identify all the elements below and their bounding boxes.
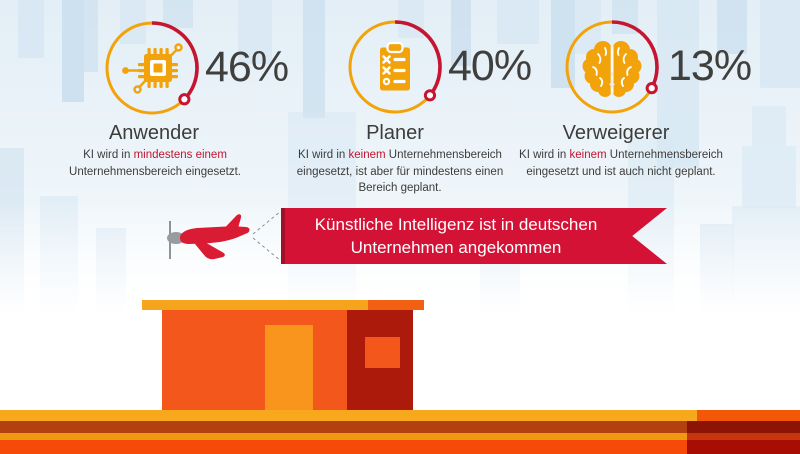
street-band-1 (0, 410, 800, 421)
street-band-2 (0, 421, 800, 433)
banner-title: Künstliche Intelligenz ist in deutschen … (281, 208, 667, 264)
banner-line-2: Unternehmen angekommen (350, 238, 562, 257)
building-roof (142, 300, 424, 310)
street-band-3-shadow (687, 433, 800, 440)
street-band-4-shadow (687, 440, 800, 454)
building-window (365, 337, 400, 368)
street-band-4 (0, 440, 800, 454)
street-band-1-shadow (697, 410, 800, 421)
street-band-3 (0, 433, 800, 440)
street-band-2-shadow (687, 421, 800, 433)
banner-line-1: Künstliche Intelligenz ist in deutschen (314, 214, 598, 234)
building-door (265, 325, 313, 411)
banner-flag: Künstliche Intelligenz ist in deutschen … (281, 208, 667, 264)
building-roof-shadow (368, 300, 424, 310)
